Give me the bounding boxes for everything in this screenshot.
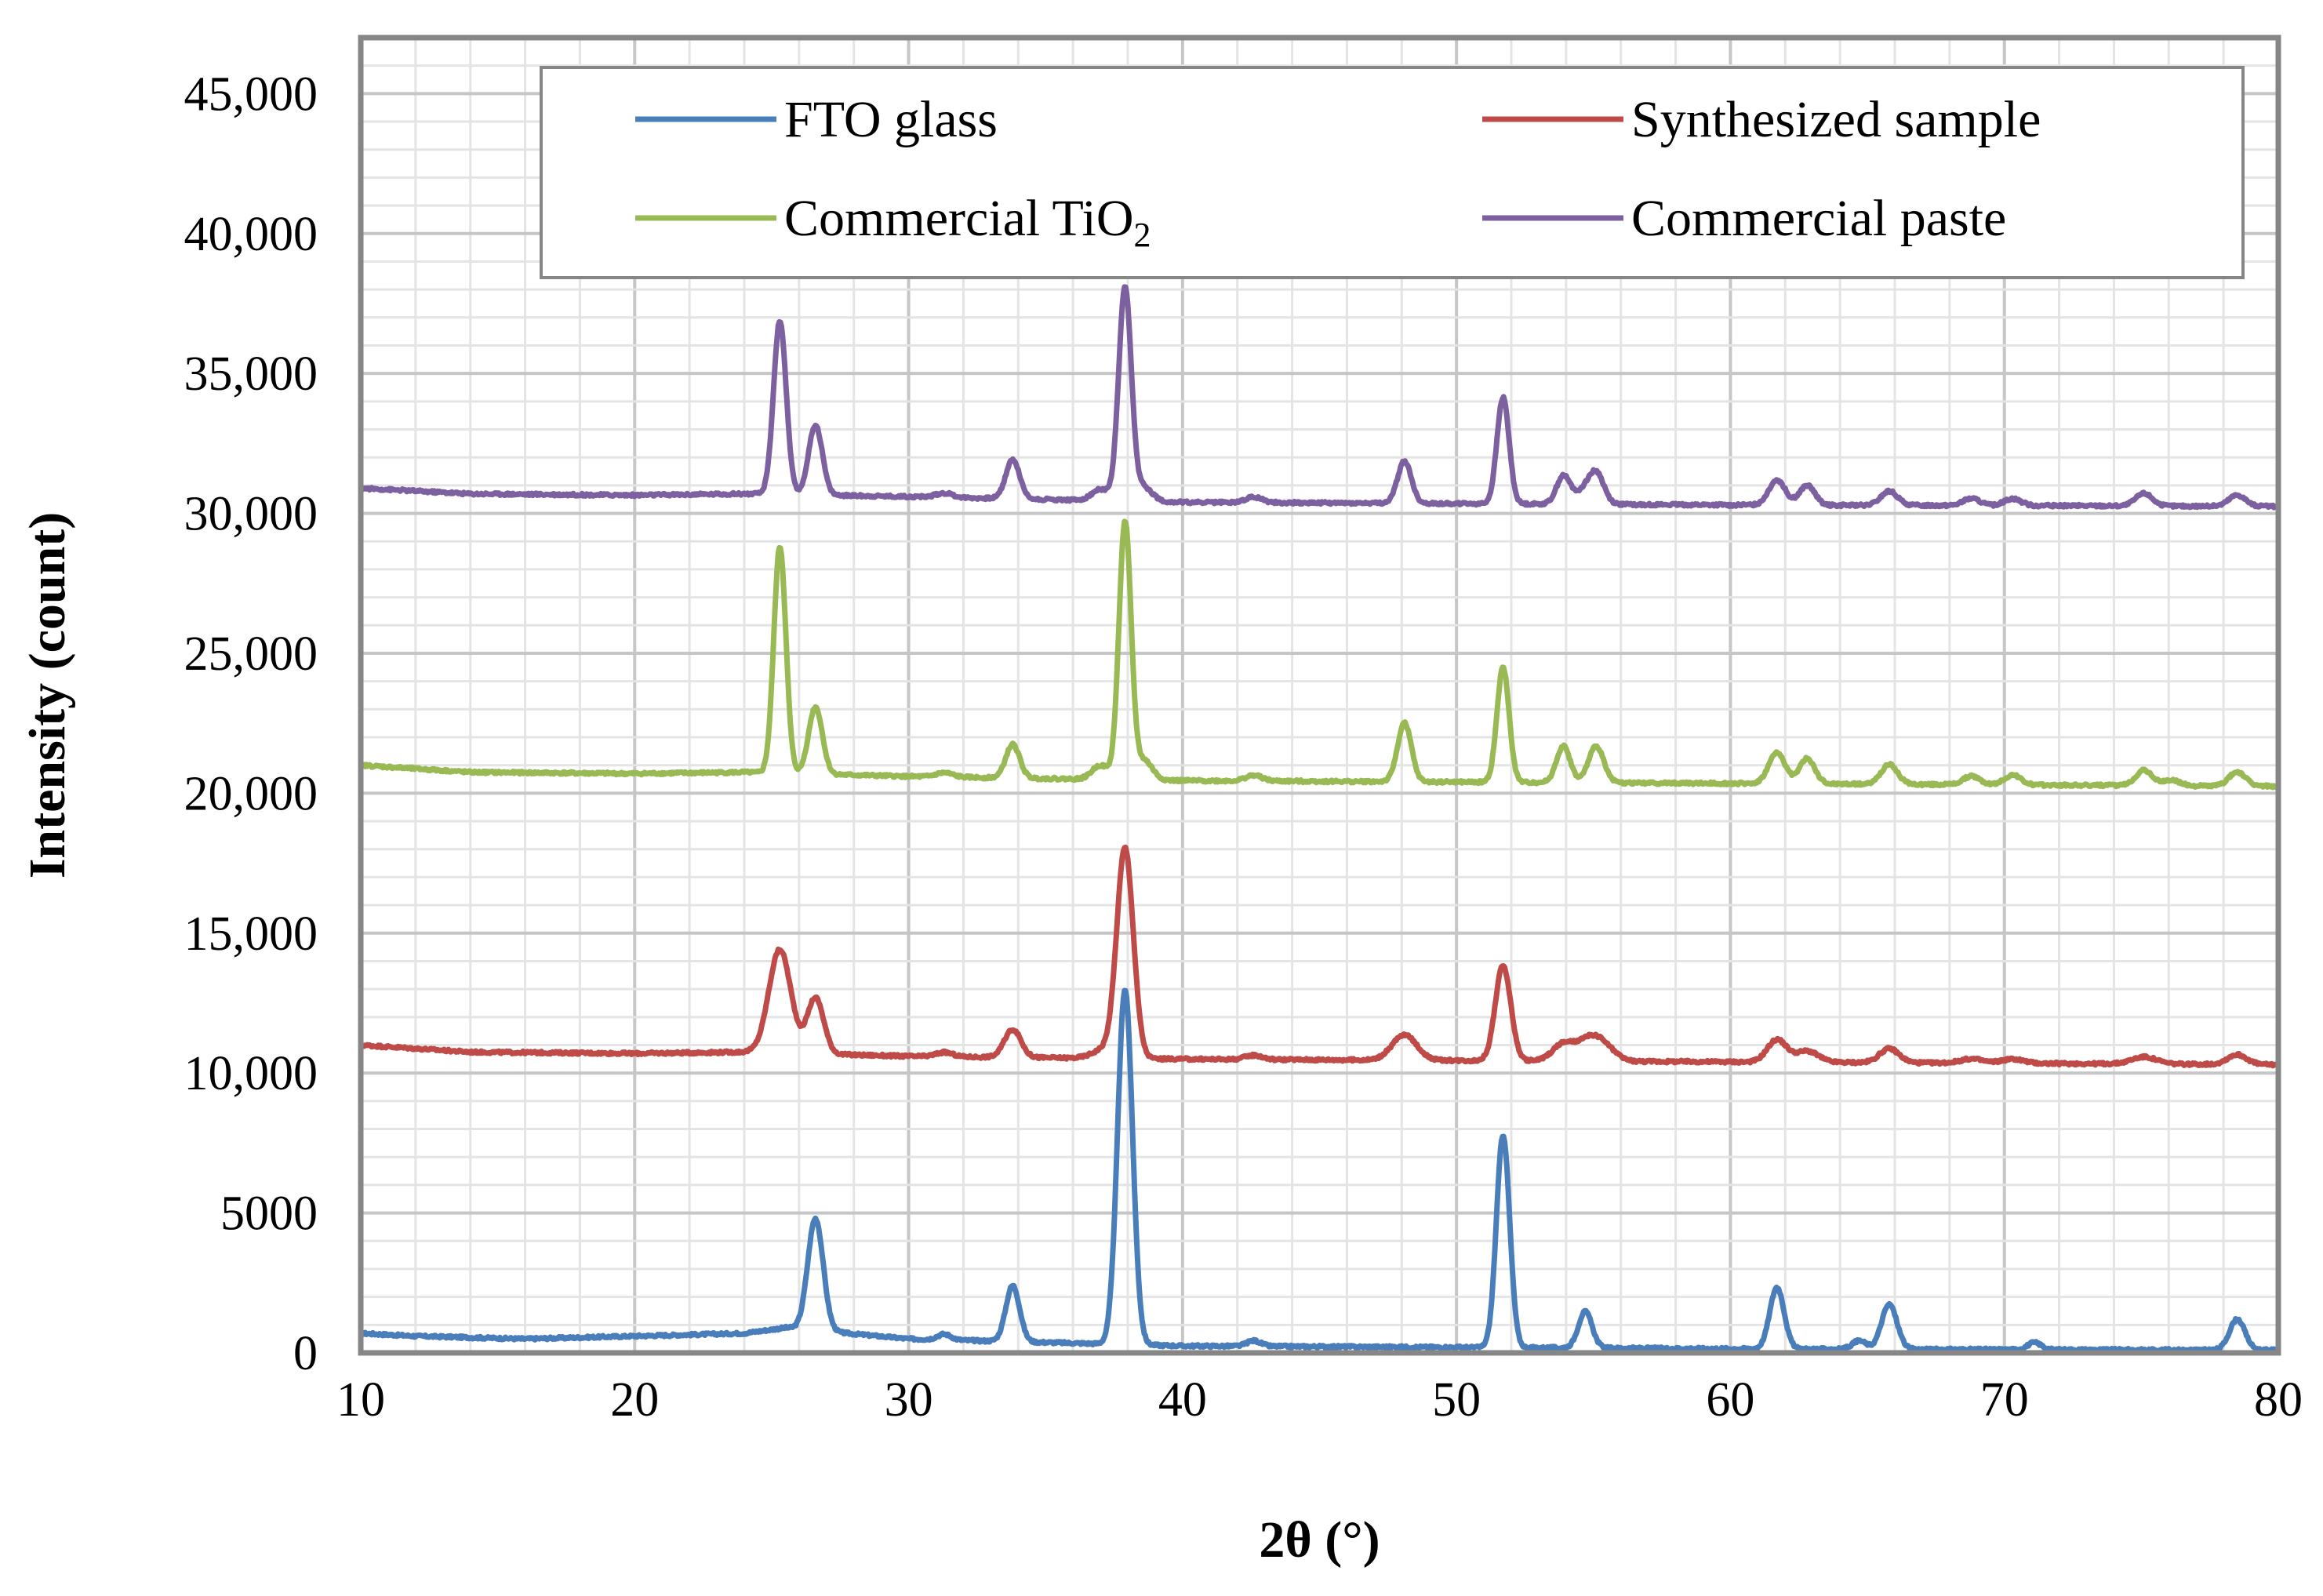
y-tick-label: 5000 xyxy=(220,1187,318,1241)
tick-labels: 10 20 30 40 50 60 70 80 0 5000 10,000 15,000 20,000 2… xyxy=(184,67,2303,1427)
series-line xyxy=(358,284,2281,511)
y-tick-label: 45,000 xyxy=(184,67,318,121)
y-tick-label: 35,000 xyxy=(184,347,318,401)
y-tick-label: 10,000 xyxy=(184,1047,318,1100)
legend-subscript: 2 xyxy=(1134,216,1151,254)
legend: FTO glass Synthesized sample Commercial Ti… xyxy=(540,66,2245,279)
x-tick-label: 10 xyxy=(336,1373,385,1427)
series-line xyxy=(358,844,2281,1069)
x-tick-label: 30 xyxy=(885,1373,933,1427)
legend-label: Commercial TiO2 xyxy=(784,190,1151,254)
legend-label: FTO glass xyxy=(784,91,998,148)
x-tick-label: 20 xyxy=(610,1373,659,1427)
y-tick-label: 0 xyxy=(293,1327,318,1380)
legend-label: Synthesized sample xyxy=(1631,91,2041,148)
series-group xyxy=(358,284,2281,1354)
x-tick-label: 40 xyxy=(1158,1373,1207,1427)
x-tick-label: 60 xyxy=(1706,1373,1754,1427)
x-tick-label: 80 xyxy=(2254,1373,2303,1427)
y-tick-label: 25,000 xyxy=(184,627,318,681)
y-tick-label: 40,000 xyxy=(184,208,318,261)
x-axis-title: 2θ (°) xyxy=(1259,1511,1380,1569)
legend-label: Commercial paste xyxy=(1631,190,2006,247)
y-tick-label: 15,000 xyxy=(184,907,318,961)
x-tick-label: 50 xyxy=(1432,1373,1481,1427)
x-tick-label: 70 xyxy=(1980,1373,2029,1427)
legend-box xyxy=(540,66,2245,279)
series-line xyxy=(358,987,2281,1354)
y-tick-label: 20,000 xyxy=(184,767,318,820)
y-axis-title: Intensity (count) xyxy=(19,512,76,879)
series-line xyxy=(358,518,2281,791)
y-tick-label: 30,000 xyxy=(184,488,318,541)
plot-frame xyxy=(358,35,2281,1356)
